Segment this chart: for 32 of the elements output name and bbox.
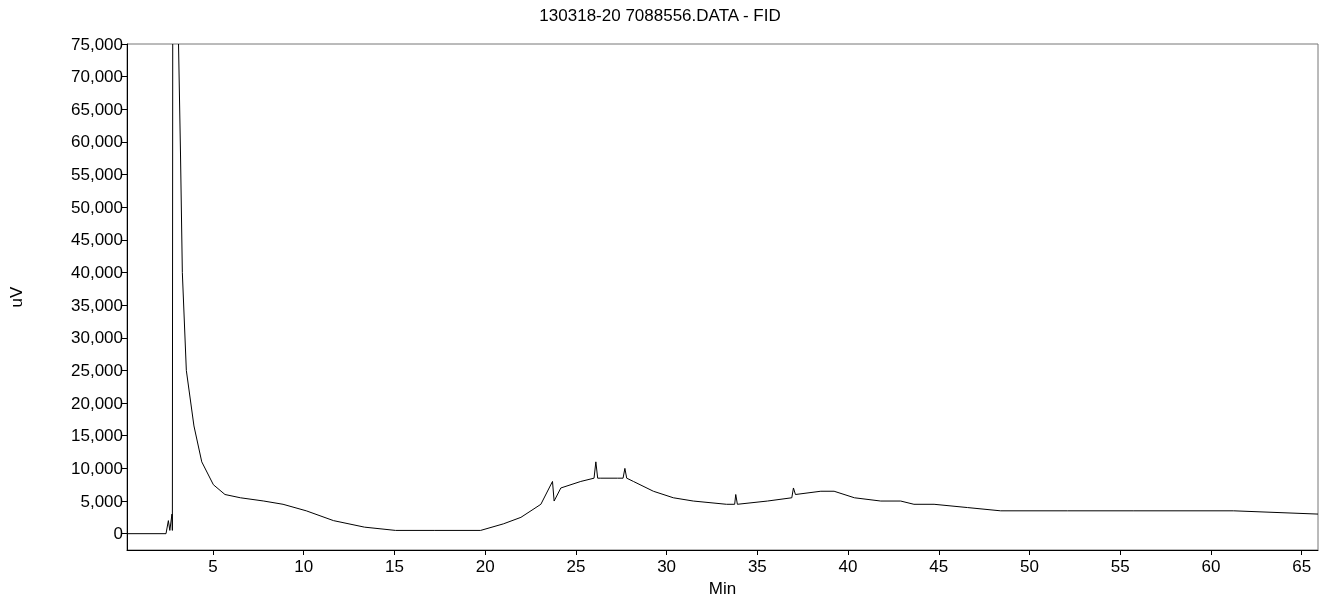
y-tick-label: 5,000: [80, 491, 123, 511]
chart-title: 130318-20 7088556.DATA - FID: [539, 6, 781, 25]
y-tick-label: 35,000: [71, 295, 123, 315]
y-tick-label: 40,000: [71, 263, 123, 283]
x-tick-label: 60: [1201, 557, 1221, 576]
y-tick-label: 65,000: [71, 99, 123, 119]
y-tick-label: 70,000: [71, 67, 123, 87]
y-axis-title: uV: [7, 285, 26, 308]
y-tick-label: 15,000: [71, 426, 123, 446]
x-axis-title: Min: [708, 579, 737, 598]
y-tick-label: 50,000: [71, 197, 123, 217]
y-tick-label: 10,000: [71, 458, 123, 478]
x-tick-label: 40: [838, 557, 858, 576]
x-tick-label: 20: [475, 557, 495, 576]
x-tick-label: 15: [384, 557, 404, 576]
y-tick-label: 60,000: [71, 132, 123, 152]
y-tick-label: 45,000: [71, 230, 123, 250]
x-tick-label: 65: [1292, 557, 1312, 576]
x-tick-label: 50: [1020, 557, 1039, 576]
x-tick-label: 55: [1110, 557, 1130, 576]
x-tick-label: 10: [294, 557, 314, 576]
x-tick-label: 45: [929, 557, 949, 576]
y-tick-label: 30,000: [71, 328, 123, 348]
x-tick-label: 5: [208, 557, 218, 576]
y-tick-label: 0: [113, 524, 123, 544]
y-tick-label: 75,000: [71, 34, 123, 54]
y-tick-label: 25,000: [71, 360, 123, 380]
y-tick-label: 20,000: [71, 393, 123, 413]
y-tick-label: 55,000: [71, 165, 123, 185]
x-tick-label: 25: [566, 557, 586, 576]
x-tick-label: 35: [747, 557, 767, 576]
x-tick-label: 30: [657, 557, 677, 576]
